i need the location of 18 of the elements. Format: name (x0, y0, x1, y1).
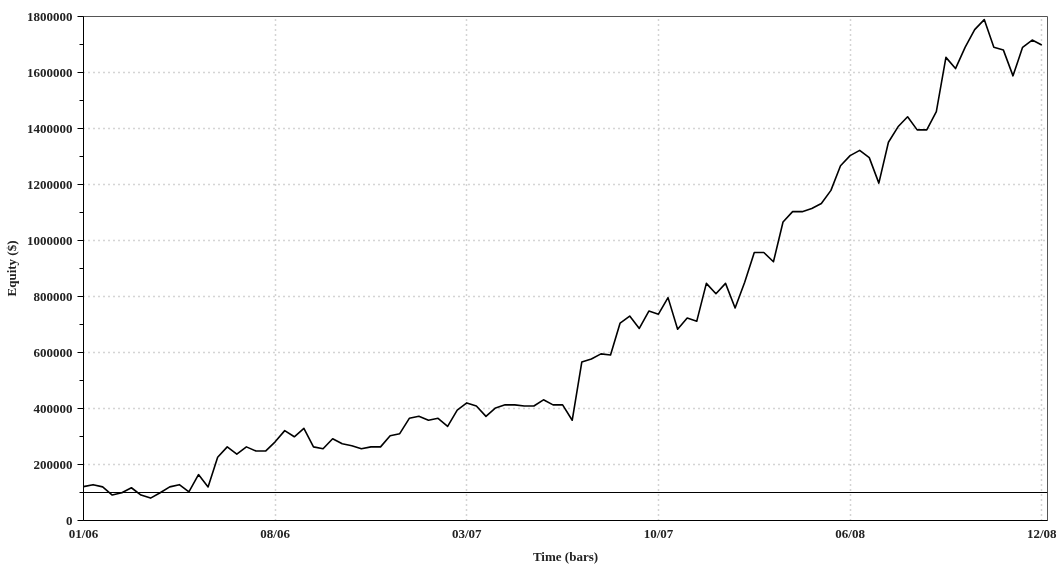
y-tick-label: 1600000 (27, 64, 73, 80)
y-tick-label: 1000000 (27, 232, 73, 248)
y-axis-title: Equity ($) (4, 240, 19, 297)
y-tick-label: 1400000 (27, 120, 73, 136)
x-tick-label: 03/07 (451, 525, 483, 541)
y-tick-label: 200000 (33, 456, 73, 472)
x-tick-label: 06/08 (835, 525, 866, 541)
y-tick-label: 0 (66, 512, 73, 528)
y-tick-label: 400000 (33, 400, 73, 416)
x-tick-label: 01/06 (68, 525, 99, 541)
x-tick-label: 08/06 (260, 525, 291, 541)
y-tick-label: 1200000 (27, 176, 73, 192)
x-axis-title: Time (bars) (532, 548, 599, 564)
y-tick-label: 800000 (33, 288, 73, 304)
y-tick-label: 600000 (33, 344, 73, 360)
x-tick-label: 12/08 (1026, 525, 1058, 541)
x-tick-label: 10/07 (643, 525, 674, 541)
y-tick-label: 1800000 (27, 8, 73, 24)
